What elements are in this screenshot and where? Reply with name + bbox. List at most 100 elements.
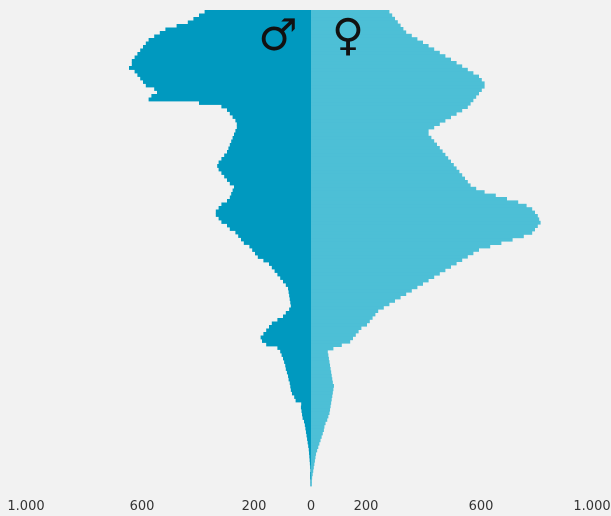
male-bar <box>286 370 311 375</box>
female-bar <box>311 421 326 426</box>
male-bar <box>263 258 311 263</box>
female-bar <box>311 475 313 480</box>
male-bar <box>302 416 311 420</box>
male-bar <box>310 465 311 469</box>
male-bar <box>143 80 311 84</box>
female-bar <box>311 285 418 290</box>
female-bar <box>311 329 359 334</box>
female-bar <box>311 248 479 252</box>
female-bar <box>311 37 418 41</box>
female-bar <box>311 67 468 72</box>
female-bar <box>311 316 373 320</box>
female-bar <box>311 445 319 449</box>
male-bar <box>309 451 311 455</box>
male-bar <box>148 38 311 42</box>
female-bar <box>311 57 451 62</box>
x-tick-left-600: 600 <box>130 499 155 514</box>
female-bar <box>311 278 429 283</box>
male-bar <box>288 286 311 291</box>
female-bar <box>311 465 314 470</box>
female-bar <box>311 61 457 65</box>
male-bar <box>310 475 311 480</box>
female-bar <box>311 367 331 371</box>
male-bar <box>283 356 311 361</box>
male-bar <box>227 178 311 182</box>
male-bar <box>229 181 311 186</box>
male-bar <box>289 293 311 298</box>
female-bar <box>311 428 324 432</box>
male-bar <box>217 164 311 168</box>
female-bar <box>311 282 423 286</box>
female-bar <box>311 479 312 483</box>
female-bar <box>311 176 465 181</box>
female-bar <box>311 380 333 385</box>
male-bar <box>302 412 311 417</box>
male-bar <box>129 66 311 70</box>
male-bar <box>134 55 311 60</box>
male-bar <box>227 108 311 112</box>
female-bar <box>311 299 395 303</box>
female-bar <box>311 363 331 368</box>
male-bar <box>294 395 311 399</box>
male-bar <box>221 104 311 109</box>
male-bar <box>263 332 311 336</box>
x-tick-zero: 0 <box>307 499 315 514</box>
female-bar <box>311 458 315 463</box>
male-bar <box>289 307 311 312</box>
female-bar <box>311 397 332 402</box>
male-bar <box>231 192 311 196</box>
female-bar <box>311 207 533 211</box>
female-bar <box>311 384 334 388</box>
female-bar <box>311 10 390 14</box>
male-bar <box>285 367 311 371</box>
female-bar <box>311 152 446 157</box>
male-bar <box>269 325 311 329</box>
female-bar <box>311 336 353 341</box>
male-bar <box>232 115 311 119</box>
male-bar <box>159 31 311 35</box>
male-bar <box>277 272 311 277</box>
male-bar <box>218 216 311 221</box>
female-bar <box>311 370 332 375</box>
male-bar <box>229 195 311 200</box>
female-bar <box>311 64 463 69</box>
female-bar <box>311 407 331 412</box>
female-bar <box>311 118 446 123</box>
female-bar <box>311 244 491 249</box>
male-bar <box>301 409 311 413</box>
male-bar <box>176 24 311 28</box>
female-bar <box>311 135 432 140</box>
x-tick-right-600: 600 <box>469 499 494 514</box>
male-bar <box>145 83 311 88</box>
male-bar <box>309 461 311 466</box>
female-bar <box>311 30 407 35</box>
male-bar <box>151 94 311 98</box>
male-bar <box>218 206 311 210</box>
male-bar <box>280 349 311 354</box>
female-bar <box>311 210 535 215</box>
male-bar <box>238 234 311 238</box>
female-bar <box>311 295 401 300</box>
male-bar <box>232 188 311 193</box>
male-bar <box>131 62 311 67</box>
male-bar <box>290 388 311 392</box>
female-bar <box>311 98 474 103</box>
female-bar <box>311 356 329 361</box>
female-bar <box>311 186 477 191</box>
male-bar <box>310 472 311 476</box>
male-bar <box>229 143 311 147</box>
female-bar <box>311 452 317 456</box>
male-bar <box>145 41 311 46</box>
female-bar <box>311 271 440 276</box>
male-bar <box>310 482 311 487</box>
female-bar <box>311 261 457 266</box>
female-bar <box>311 482 312 487</box>
female-bar <box>311 254 468 259</box>
male-bar <box>285 283 311 287</box>
female-bar <box>311 214 538 218</box>
male-bar <box>232 136 311 140</box>
female-bar <box>311 125 435 130</box>
female-bar <box>311 129 429 133</box>
male-bar <box>283 279 311 284</box>
female-bar <box>311 163 454 167</box>
